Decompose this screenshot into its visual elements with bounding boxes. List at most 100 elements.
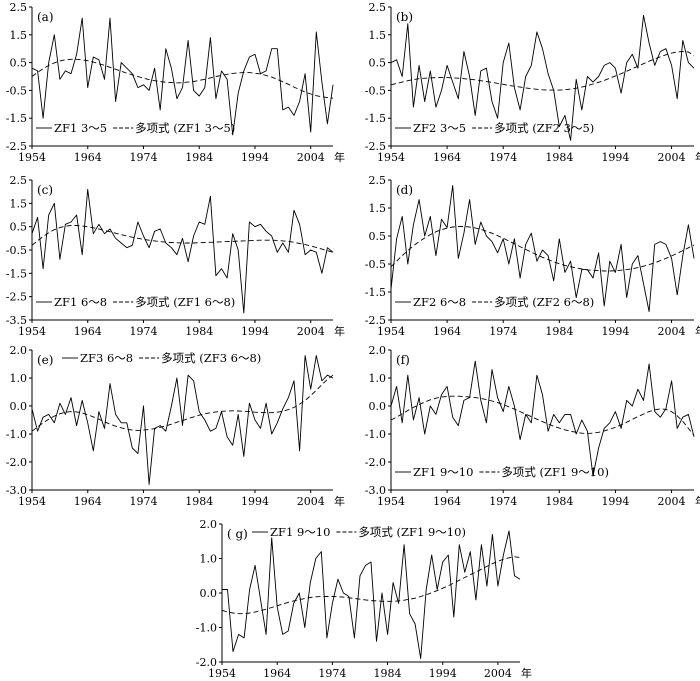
series-line-observed: [390, 14, 695, 141]
y-tick-label: 2.5: [369, 174, 387, 187]
x-tick-label: 1964: [74, 495, 102, 508]
x-tick-label: 1994: [601, 495, 629, 508]
y-tick-label: 2.0: [369, 344, 387, 357]
x-tick-label: 2004: [297, 151, 325, 164]
x-tick-label: 1984: [374, 667, 402, 680]
legend-label-series: ZF2 6～8: [413, 295, 466, 309]
legend: ZF3 6～8 多项式 (ZF3 6～8): [62, 351, 261, 365]
y-tick-label: 0.0: [200, 587, 218, 600]
y-tick-label: -1.5: [6, 112, 27, 125]
x-tick-label: 1954: [18, 495, 46, 508]
y-tick-label: 0.5: [10, 221, 28, 234]
x-tick-label: 1984: [185, 151, 213, 164]
y-tick-label: -2.0: [6, 456, 27, 469]
series-line-observed: [390, 185, 695, 313]
x-axis-unit: 年: [334, 494, 345, 508]
x-tick-label: 1984: [545, 495, 573, 508]
legend-label-fit: 多项式 (ZF1 3～5): [135, 121, 235, 135]
x-tick-label: 1994: [241, 495, 269, 508]
y-tick-label: -1.0: [6, 428, 27, 441]
x-tick-label: 1994: [241, 151, 269, 164]
y-tick-label: -3.5: [6, 314, 27, 327]
x-tick-label: 1964: [263, 667, 291, 680]
x-tick-label: 1964: [433, 495, 461, 508]
y-tick-label: -0.5: [6, 84, 27, 97]
y-tick-label: 1.5: [10, 29, 28, 42]
x-tick-label: 1974: [489, 325, 517, 338]
panel-label: (c): [37, 183, 53, 197]
x-tick-label: 1954: [18, 325, 46, 338]
series-line-polynomial-fit: [31, 225, 334, 253]
y-tick-label: -3.0: [365, 484, 386, 497]
x-tick-label: 1964: [433, 325, 461, 338]
legend-label-series: ZF3 6～8: [80, 351, 133, 365]
x-tick-label: 1994: [241, 325, 269, 338]
y-tick-label: -1.5: [6, 267, 27, 280]
x-axis-unit: 年: [695, 494, 700, 508]
x-axis-unit: 年: [521, 666, 532, 680]
x-tick-label: 2004: [297, 495, 325, 508]
x-tick-label: 2004: [658, 325, 686, 338]
y-tick-label: -1.5: [365, 112, 386, 125]
legend: ZF1 9～10 多项式 (ZF1 9～10): [395, 465, 609, 479]
y-tick-label: 1.5: [369, 202, 387, 215]
x-tick-label: 1954: [377, 325, 405, 338]
legend: ZF1 9～10 多项式 (ZF1 9～10): [252, 525, 466, 539]
x-tick-label: 1954: [377, 495, 405, 508]
y-tick-label: 0.5: [369, 230, 387, 243]
x-tick-label: 1984: [545, 151, 573, 164]
y-tick-label: 2.0: [10, 344, 28, 357]
legend-label-fit: 多项式 (ZF2 6～8): [494, 295, 594, 309]
panel-label: (e): [37, 353, 53, 367]
y-tick-label: -2.0: [365, 456, 386, 469]
x-tick-label: 1994: [429, 667, 457, 680]
legend: ZF1 6～8 多项式 (ZF1 6～8): [36, 295, 235, 309]
panel-label: (a): [37, 10, 54, 24]
legend-label-series: ZF1 3～5: [54, 121, 107, 135]
series-line-polynomial-fit: [31, 374, 334, 432]
series-line-polynomial-fit: [31, 58, 334, 99]
legend-label-series: ZF1 9～10: [270, 525, 330, 539]
y-tick-label: 1.0: [369, 372, 387, 385]
x-axis-unit: 年: [695, 150, 700, 164]
panel-label: (b): [396, 10, 413, 24]
y-tick-label: -0.5: [365, 258, 386, 271]
legend: ZF2 6～8 多项式 (ZF2 6～8): [395, 295, 594, 309]
y-tick-label: 2.5: [10, 1, 28, 14]
x-tick-label: 2004: [658, 151, 686, 164]
y-tick-label: 2.0: [200, 518, 218, 531]
series-line-polynomial-fit: [390, 226, 695, 272]
y-tick-label: 0.5: [10, 57, 28, 70]
x-tick-label: 1984: [545, 325, 573, 338]
x-tick-label: 2004: [484, 667, 512, 680]
legend-label-fit: 多项式 (ZF2 3～5): [494, 121, 594, 135]
x-axis-unit: 年: [695, 324, 700, 338]
y-tick-label: 2.5: [369, 1, 387, 14]
y-tick-label: -0.5: [365, 84, 386, 97]
y-tick-label: 1.0: [10, 372, 28, 385]
legend-label-series: ZF1 9～10: [413, 465, 473, 479]
y-tick-label: 0.0: [369, 400, 387, 413]
x-tick-label: 1974: [318, 667, 346, 680]
y-tick-label: -3.0: [6, 484, 27, 497]
y-tick-label: -0.5: [6, 244, 27, 257]
series-line-observed: [31, 355, 334, 485]
x-tick-label: 1974: [489, 495, 517, 508]
legend: ZF2 3～5 多项式 (ZF2 3～5): [395, 121, 594, 135]
y-tick-label: -1.5: [365, 286, 386, 299]
y-tick-label: -1.0: [196, 622, 217, 635]
series-line-polynomial-fit: [390, 51, 695, 91]
y-tick-label: 2.5: [10, 174, 28, 187]
x-axis-unit: 年: [334, 150, 345, 164]
legend-label-series: ZF1 6～8: [54, 295, 107, 309]
y-tick-label: -2.5: [365, 314, 386, 327]
y-tick-label: 1.5: [10, 197, 28, 210]
legend-label-fit: 多项式 (ZF1 9～10): [358, 525, 466, 539]
x-tick-label: 1974: [129, 325, 157, 338]
